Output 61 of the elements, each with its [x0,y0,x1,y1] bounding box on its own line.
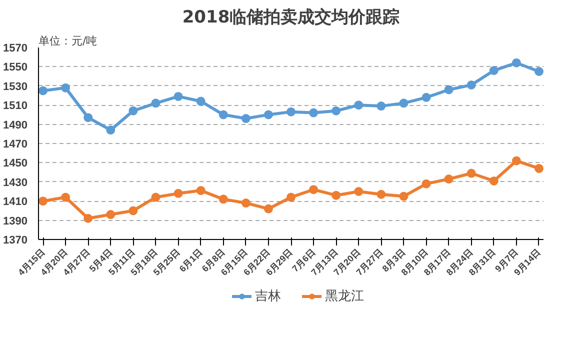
point [61,83,70,92]
point [174,188,183,198]
point [286,192,296,202]
y-tick-label: 1470 [3,138,28,150]
point [376,190,386,199]
point [128,106,138,116]
point [444,85,454,94]
point [354,187,364,196]
point [196,186,206,196]
y-tick-label: 1510 [3,100,28,112]
y-tick-label: 1430 [3,176,28,189]
y-tick-label: 1370 [3,234,28,246]
point [534,164,544,173]
y-tick-label: 1570 [3,42,28,54]
point [61,192,70,202]
point [399,98,408,108]
point [466,168,476,178]
point [84,113,93,122]
point [38,86,48,96]
y-tick-label: 1390 [3,215,28,228]
point [444,174,454,184]
point [264,110,273,120]
point [241,114,250,124]
legend-label: 黑龙江 [325,287,364,305]
point [218,194,228,204]
point [466,80,476,90]
point [128,206,138,216]
point [512,58,521,68]
point [512,156,521,166]
point [332,190,341,200]
point [84,214,93,223]
point [309,108,318,118]
point [151,98,160,108]
point [399,192,408,201]
y-tick-label: 1530 [3,80,28,93]
point [264,204,273,214]
legend-label: 吉林 [255,287,281,305]
point [106,210,116,220]
point [354,100,364,110]
y-tick-label: 1450 [3,158,28,170]
point [196,96,206,106]
point [489,176,498,186]
point [422,179,431,188]
point [489,66,498,76]
point [38,196,48,206]
point [106,126,116,135]
point [241,198,250,208]
point [151,192,160,202]
point [174,92,183,101]
point [534,67,544,76]
point [422,92,431,102]
annotation: 单位：元/吨 [38,34,98,48]
point [309,185,318,194]
y-tick-label: 1490 [3,119,28,132]
point [376,102,386,111]
point [218,110,228,120]
y-tick-label: 1410 [3,196,28,208]
chart-title: 2018临储拍卖成交均价跟踪 [182,8,400,28]
point [286,107,296,116]
y-tick-label: 1550 [3,62,28,74]
point [332,106,341,116]
